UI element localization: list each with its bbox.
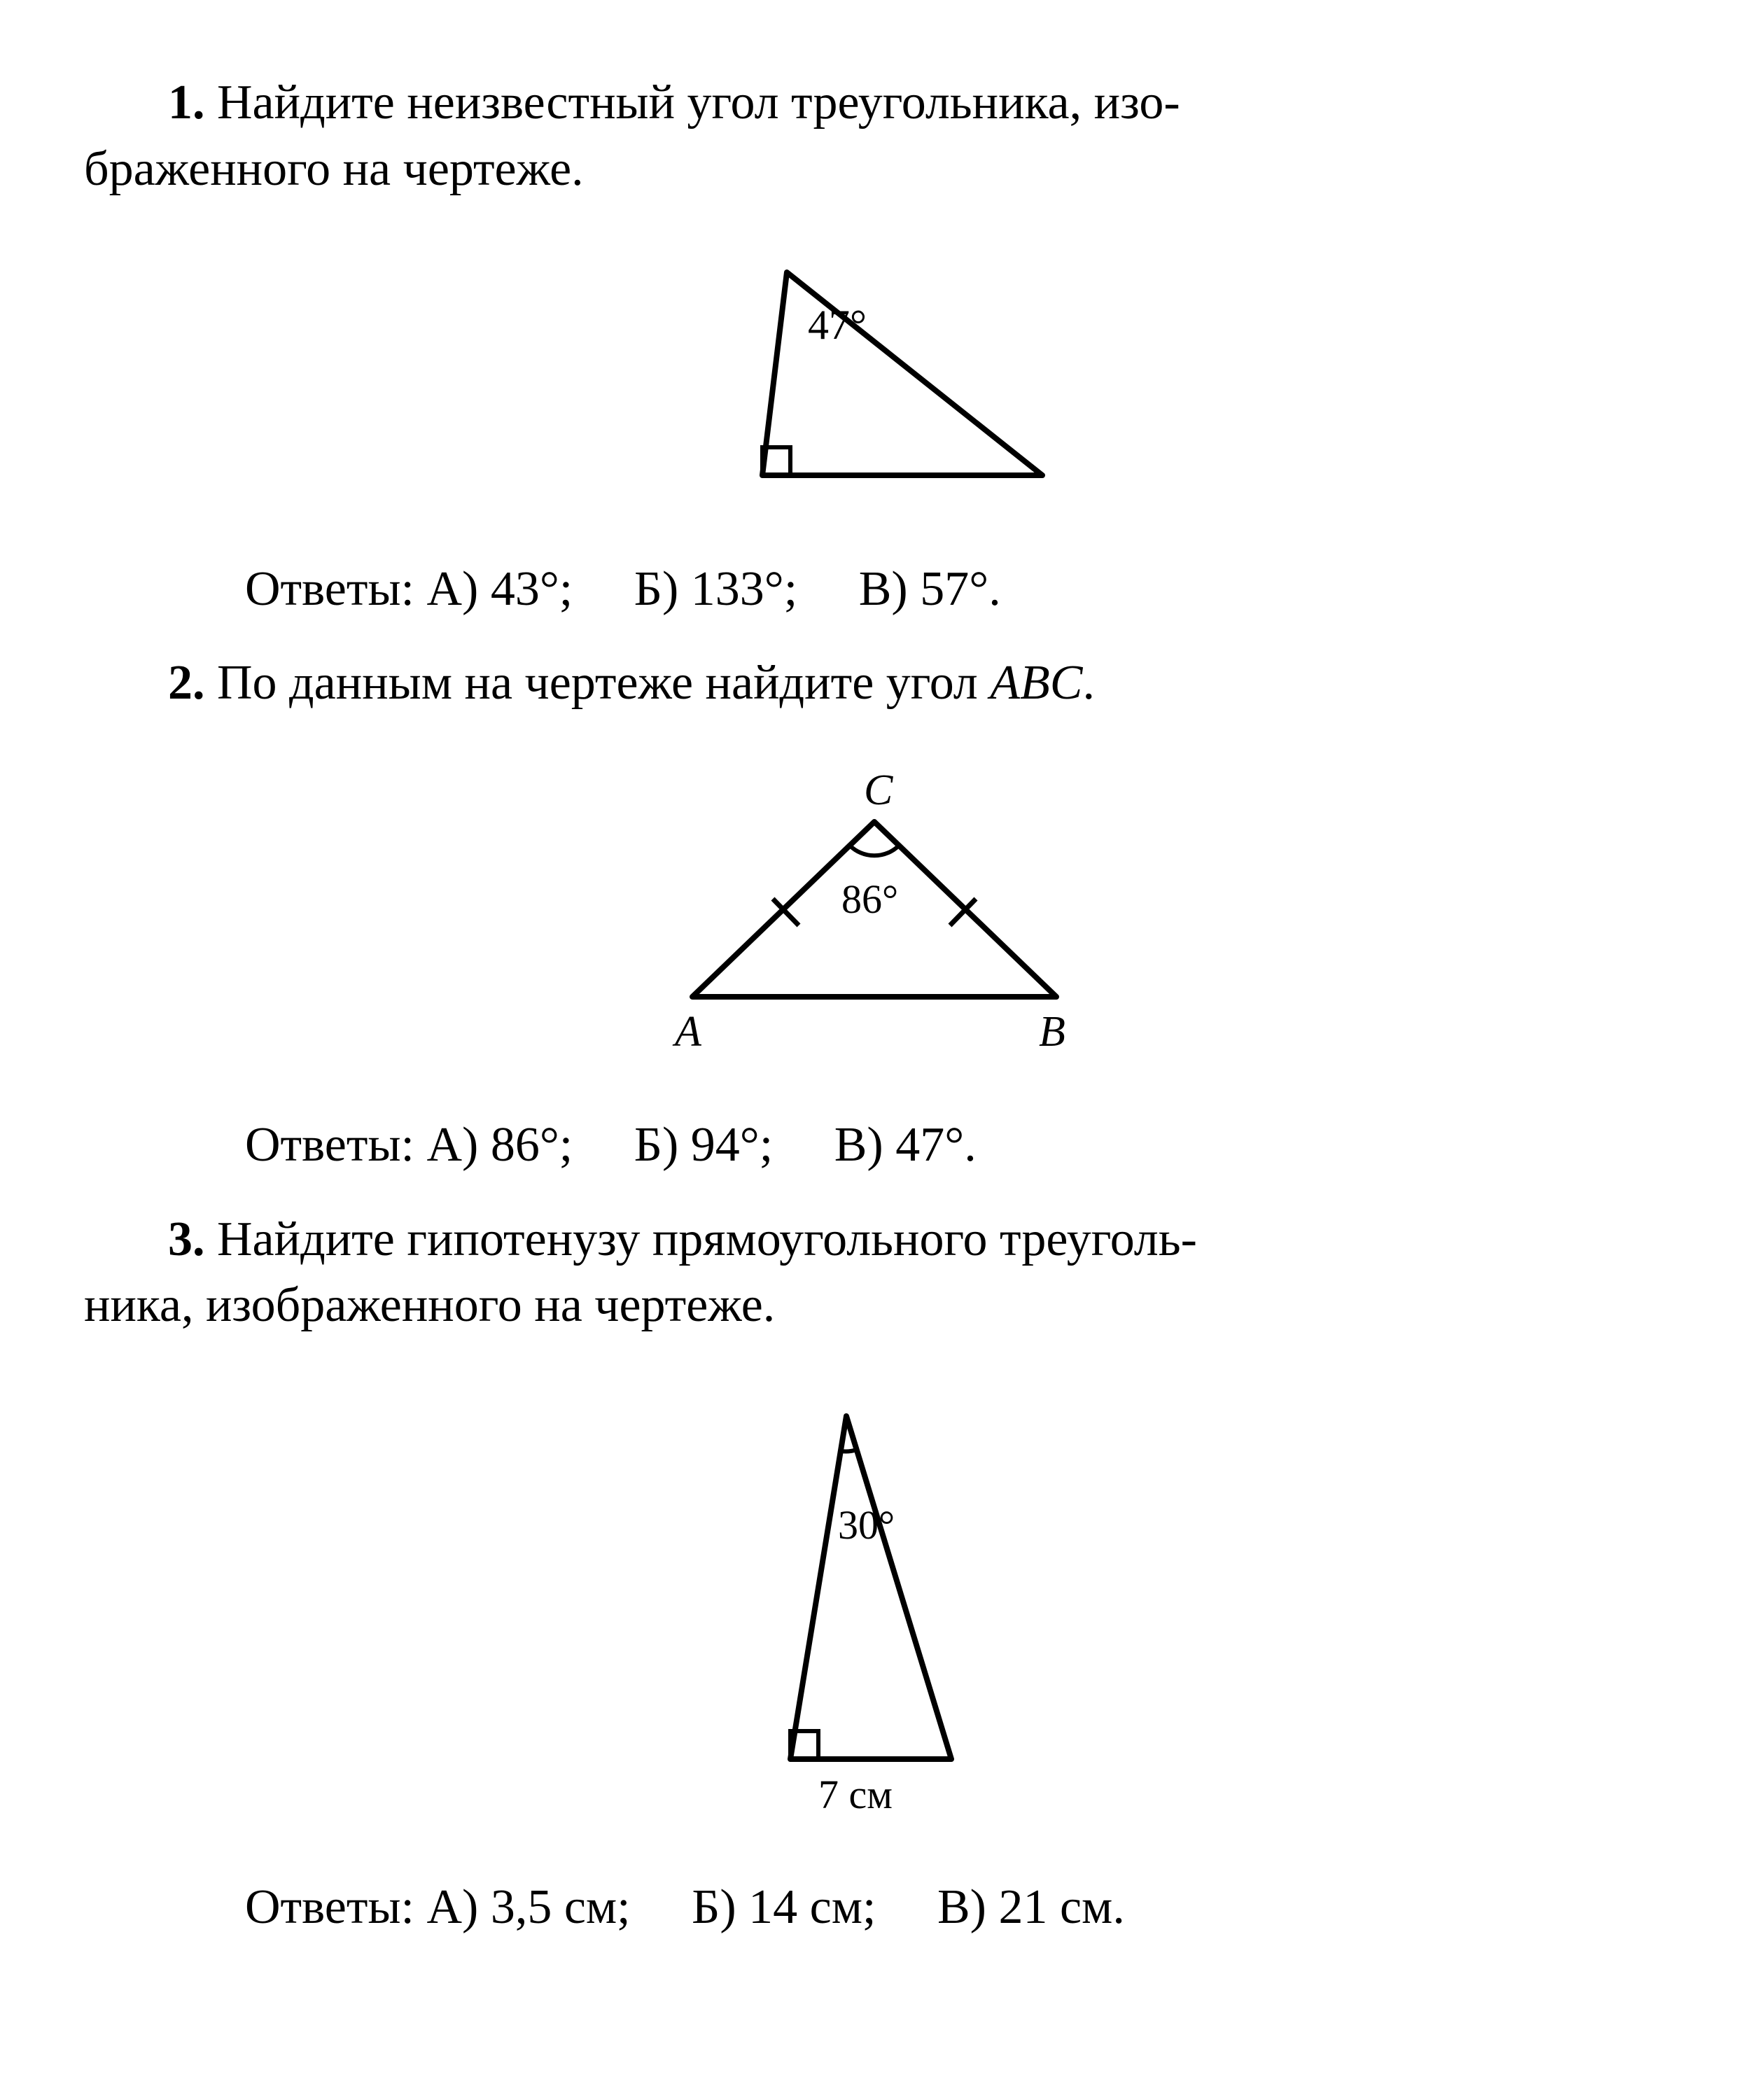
p1-opt-a-val: 43°; <box>491 562 573 616</box>
p2-opt-b-val: 94°; <box>691 1118 773 1172</box>
problem-2-answers: Ответы: А) 86°; Б) 94°; В) 47°. <box>84 1112 1664 1179</box>
p1-opt-b-val: 133°; <box>691 562 797 616</box>
angle-86-label: 86° <box>841 876 898 922</box>
p3-opt-v-val: 21 см. <box>998 1880 1124 1934</box>
problem-2-end: . <box>1082 656 1095 710</box>
p1-opt-b-letter: Б) <box>634 562 679 616</box>
angle-30-label: 30° <box>838 1502 895 1548</box>
problem-3-text-l2: ника, изображенного на чертеже. <box>84 1273 1664 1339</box>
problem-1-answers: Ответы: А) 43°; Б) 133°; В) 57°. <box>84 556 1664 623</box>
p1-opt-a-letter: А) <box>426 562 478 616</box>
answers-label-2: Ответы: <box>245 1118 414 1172</box>
problem-1-text-l1: 1. Найдите неизвестный угол треугольника… <box>84 70 1664 136</box>
p3-opt-a-letter: А) <box>426 1880 478 1934</box>
right-triangle-diagram: 47° <box>664 244 1084 510</box>
vertex-b-label: B <box>1039 1008 1065 1056</box>
vertex-a-label: A <box>672 1008 702 1056</box>
p2-opt-a-letter: А) <box>426 1118 478 1172</box>
answers-label-1: Ответы: <box>245 562 414 616</box>
isosceles-triangle-diagram: C 86° A B <box>608 759 1140 1067</box>
problem-2-text1: По данным на чертеже найдите угол <box>217 656 990 710</box>
problem-1-text-l2: браженного на чертеже. <box>84 136 1664 203</box>
problem-3-diagram: 30° 7 см <box>84 1381 1664 1847</box>
p3-opt-v-letter: В) <box>937 1880 986 1934</box>
problem-3-answers: Ответы: А) 3,5 см; Б) 14 см; В) 21 см. <box>84 1875 1664 1941</box>
p1-opt-v-letter: В) <box>859 562 908 616</box>
p3-opt-b-val: 14 см; <box>748 1880 876 1934</box>
problem-3-text-l1: 3. Найдите гипотенузу прямоугольного тре… <box>84 1207 1664 1273</box>
angle-47-label: 47° <box>808 302 867 348</box>
problem-1-number: 1. <box>168 76 205 130</box>
abc-ital: ABC <box>990 656 1082 710</box>
p2-opt-v-letter: В) <box>834 1118 883 1172</box>
p3-opt-b-letter: Б) <box>692 1880 736 1934</box>
problem-1: 1. Найдите неизвестный угол треугольника… <box>84 70 1664 622</box>
p2-opt-v-val: 47°. <box>895 1118 977 1172</box>
base-7cm-label: 7 см <box>818 1772 893 1817</box>
problem-3: 3. Найдите гипотенузу прямоугольного тре… <box>84 1207 1664 1941</box>
vertex-c-label: C <box>864 766 893 814</box>
problem-2-number: 2. <box>168 656 205 710</box>
problem-1-text1: Найдите неизвестный угол треугольника, и… <box>217 76 1180 130</box>
right-triangle-tall-diagram: 30° 7 см <box>727 1381 1021 1829</box>
problem-2: 2. По данным на чертеже найдите угол ABC… <box>84 650 1664 1179</box>
p1-opt-v-val: 57°. <box>920 562 1001 616</box>
p2-opt-b-letter: Б) <box>634 1118 679 1172</box>
problem-3-text1: Найдите гипотенузу прямоугольного треуго… <box>217 1212 1197 1266</box>
problem-2-diagram: C 86° A B <box>84 759 1664 1085</box>
problem-1-diagram: 47° <box>84 244 1664 528</box>
problem-3-number: 3. <box>168 1212 205 1266</box>
problem-2-text: 2. По данным на чертеже найдите угол ABC… <box>84 650 1664 717</box>
p3-opt-a-val: 3,5 см; <box>491 1880 631 1934</box>
p2-opt-a-val: 86°; <box>491 1118 573 1172</box>
answers-label-3: Ответы: <box>245 1880 414 1934</box>
